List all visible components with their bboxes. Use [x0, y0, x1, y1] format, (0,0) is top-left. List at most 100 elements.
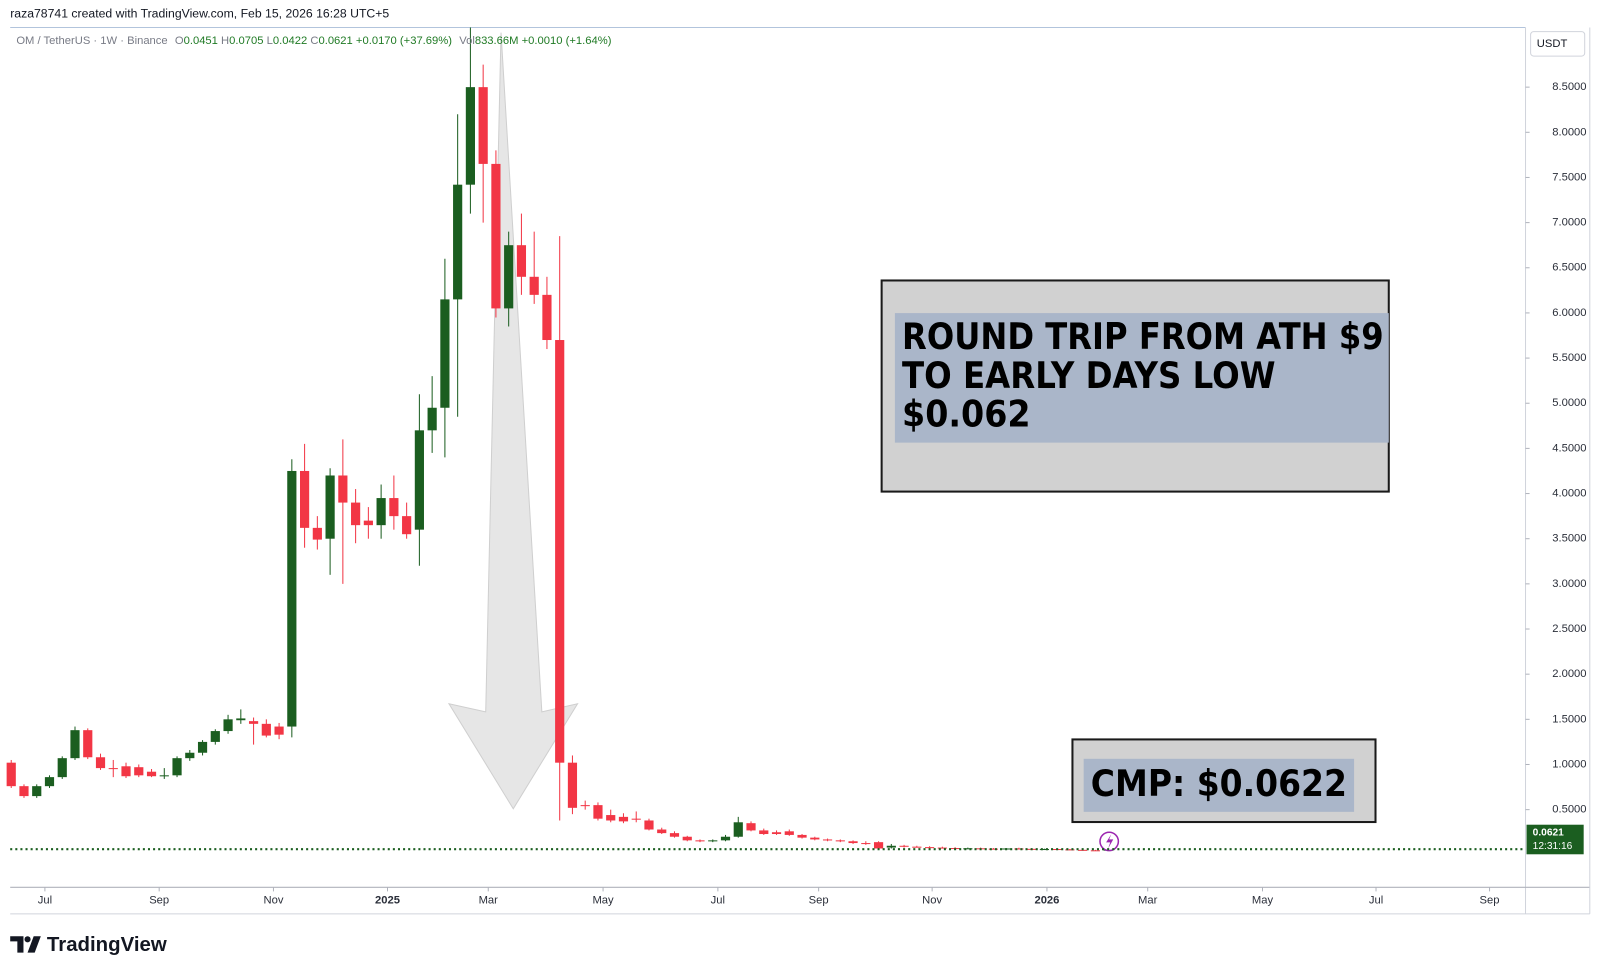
y-tick-label: 0.5000 — [1552, 804, 1586, 816]
candle-body — [567, 762, 578, 808]
candle-body — [210, 731, 220, 742]
candle-body — [172, 758, 182, 776]
candle-body — [6, 762, 16, 787]
candle-body — [351, 502, 361, 526]
logo-mark — [27, 936, 41, 953]
candle-body — [580, 805, 590, 807]
x-tick-label: May — [1252, 895, 1274, 907]
candle-body — [223, 719, 233, 732]
candle-body — [325, 475, 335, 539]
currency[interactable]: USDT — [1537, 38, 1568, 50]
candle-body — [848, 841, 858, 844]
candle-body — [70, 730, 80, 759]
candle-body — [197, 741, 208, 753]
candle-body — [287, 470, 297, 727]
candle-body — [771, 832, 782, 835]
y-tick-label: 6.0000 — [1552, 307, 1586, 319]
candle-body — [695, 840, 705, 842]
candle-body — [57, 758, 67, 778]
candle-body — [912, 846, 922, 848]
y-tick-label: 5.5000 — [1552, 352, 1586, 364]
candle-body — [261, 723, 271, 736]
y-tick-label: 8.0000 — [1552, 126, 1586, 138]
candle-body — [108, 768, 118, 770]
currency-box[interactable] — [1530, 31, 1586, 57]
last-price-tag — [1526, 824, 1584, 855]
ohlc-label: L — [267, 35, 273, 47]
candle-body — [1014, 848, 1024, 850]
candle-body — [516, 245, 527, 277]
candle-body — [248, 721, 259, 724]
y-tick-label: 5.0000 — [1552, 397, 1586, 409]
candle-body — [861, 843, 871, 845]
annotation-line: CMP: $0.0622 — [1091, 762, 1347, 805]
credit: raza78741 created with TradingView.com, … — [10, 7, 389, 21]
plot — [6, 27, 1113, 852]
last-price-label: 0.0621 — [1533, 828, 1565, 839]
candle-body — [631, 818, 641, 820]
candle-body — [453, 184, 463, 300]
x-tick-label: 2025 — [375, 895, 400, 907]
candle-body — [465, 87, 475, 185]
candle-body — [822, 839, 833, 841]
candle-body — [720, 836, 731, 841]
annotation-highlight — [1083, 758, 1355, 812]
change: +0.0170 (+37.69%) — [356, 35, 452, 47]
ohlc-label: C — [310, 35, 318, 47]
x-tick-label: Mar — [1138, 895, 1158, 907]
candle-body — [121, 766, 131, 777]
candle-body — [606, 815, 616, 821]
logo: TradingView — [10, 934, 167, 956]
x-tick-label: Mar — [479, 895, 499, 907]
ohlc-value: 0.0705 — [229, 35, 263, 47]
y-tick-label: 3.5000 — [1552, 533, 1586, 545]
logo-mark — [24, 936, 31, 943]
annotation-highlight — [894, 313, 1389, 443]
candle-body — [937, 847, 947, 849]
candle-body — [899, 845, 909, 847]
candle-body — [618, 816, 629, 822]
candle-body — [746, 823, 756, 831]
volume-label: Vol — [459, 35, 475, 47]
candle-body — [593, 805, 603, 819]
ohlc-value: 0.0422 — [273, 35, 307, 47]
annotation-line: $0.062 — [902, 393, 1031, 436]
y-tick-label: 1.0000 — [1552, 758, 1586, 770]
ohlc-value: 0.0621 — [318, 35, 352, 47]
y-tick-label: 4.0000 — [1552, 488, 1586, 500]
candle-body — [925, 847, 935, 849]
x-tick-label: Nov — [263, 895, 283, 907]
candle-body — [555, 340, 565, 763]
candle-body — [657, 829, 667, 834]
candle-body — [363, 520, 373, 526]
candle-body — [784, 831, 794, 835]
candle-body — [733, 822, 743, 837]
down-arrow — [447, 32, 579, 810]
candle-body — [32, 786, 42, 797]
x-tick-label: Jul — [38, 895, 52, 907]
candle-body — [886, 845, 896, 848]
candle-body — [159, 775, 169, 777]
candle-body — [1078, 849, 1088, 851]
x-tick-label: Nov — [922, 895, 942, 907]
candle-body — [402, 516, 412, 535]
candle-body — [504, 245, 514, 309]
volume: 833.66M — [475, 35, 519, 47]
candle-body — [669, 833, 680, 837]
y-tick-label: 6.5000 — [1552, 262, 1586, 274]
legend: OM / TetherUS · 1W · Binance O0.0451 H0.… — [16, 35, 611, 47]
candle-body — [963, 848, 973, 850]
candle-body — [708, 840, 718, 842]
x-tick-label: Jul — [1369, 895, 1383, 907]
candle-body — [478, 87, 488, 164]
candle-body — [644, 820, 654, 830]
x-tick-label: Jul — [711, 895, 725, 907]
candle-body — [529, 276, 539, 295]
candle-body — [1090, 850, 1100, 852]
y-tick-label: 7.0000 — [1552, 217, 1586, 229]
candle-body — [797, 834, 807, 838]
x-tick-label: Sep — [809, 895, 829, 907]
candle-body — [134, 767, 144, 776]
